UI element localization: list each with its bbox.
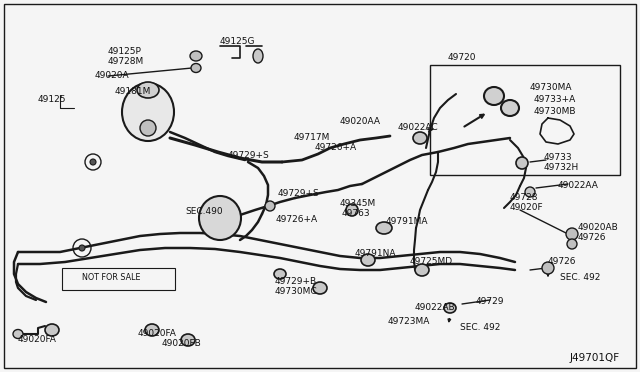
Text: 49345M: 49345M <box>340 199 376 208</box>
Ellipse shape <box>45 324 59 336</box>
Text: 49732H: 49732H <box>544 164 579 173</box>
Text: 49791NA: 49791NA <box>355 250 397 259</box>
Ellipse shape <box>122 83 174 141</box>
Text: 49726: 49726 <box>578 234 607 243</box>
Text: SEC.490: SEC.490 <box>185 208 223 217</box>
Ellipse shape <box>199 196 241 240</box>
Text: 49729: 49729 <box>476 298 504 307</box>
Ellipse shape <box>191 64 201 73</box>
Ellipse shape <box>265 201 275 211</box>
Ellipse shape <box>253 49 263 63</box>
Text: 49730MA: 49730MA <box>530 83 573 93</box>
Text: 49728M: 49728M <box>108 58 144 67</box>
Text: 49791MA: 49791MA <box>386 218 429 227</box>
Text: 49726+A: 49726+A <box>276 215 318 224</box>
Text: 49020F: 49020F <box>510 203 543 212</box>
Text: 49181M: 49181M <box>115 87 152 96</box>
Ellipse shape <box>145 324 159 336</box>
Ellipse shape <box>190 51 202 61</box>
Text: NOT FOR SALE: NOT FOR SALE <box>82 273 141 282</box>
Bar <box>62 268 175 290</box>
Text: 49020FA: 49020FA <box>138 330 177 339</box>
Ellipse shape <box>376 222 392 234</box>
Ellipse shape <box>444 303 456 313</box>
Text: 49022AA: 49022AA <box>558 180 599 189</box>
Ellipse shape <box>501 100 519 116</box>
Text: 49020FA: 49020FA <box>18 336 57 344</box>
Circle shape <box>79 245 85 251</box>
Text: 49729+B: 49729+B <box>275 278 317 286</box>
Text: 49020A: 49020A <box>95 71 130 80</box>
Text: 49125G: 49125G <box>220 38 255 46</box>
Text: 49728: 49728 <box>510 193 538 202</box>
Text: 49730MB: 49730MB <box>534 108 577 116</box>
Text: 49733+A: 49733+A <box>534 96 576 105</box>
Text: 49726: 49726 <box>548 257 577 266</box>
Bar <box>430 65 620 175</box>
Text: 49729+S: 49729+S <box>228 151 269 160</box>
Text: J49701QF: J49701QF <box>570 353 620 363</box>
Text: 49125: 49125 <box>38 96 67 105</box>
Text: 49730MC: 49730MC <box>275 288 317 296</box>
Circle shape <box>140 120 156 136</box>
Text: 49020AB: 49020AB <box>578 224 619 232</box>
Text: 49733: 49733 <box>544 154 573 163</box>
Ellipse shape <box>137 82 159 98</box>
Text: 49729+S: 49729+S <box>278 189 320 199</box>
Ellipse shape <box>525 187 535 197</box>
Text: 49717M: 49717M <box>294 134 330 142</box>
Text: 49125P: 49125P <box>108 48 142 57</box>
Text: 49720: 49720 <box>448 54 477 62</box>
Text: SEC. 492: SEC. 492 <box>460 324 500 333</box>
Ellipse shape <box>415 264 429 276</box>
Text: SEC. 492: SEC. 492 <box>560 273 600 282</box>
Circle shape <box>567 239 577 249</box>
Ellipse shape <box>346 204 358 216</box>
Circle shape <box>566 228 578 240</box>
Ellipse shape <box>484 87 504 105</box>
Text: 49020FB: 49020FB <box>162 340 202 349</box>
Text: 49022AB: 49022AB <box>415 304 456 312</box>
Text: 49723MA: 49723MA <box>388 317 430 327</box>
Text: 49726+A: 49726+A <box>315 144 357 153</box>
Text: 49022AC: 49022AC <box>398 124 438 132</box>
Ellipse shape <box>274 269 286 279</box>
Circle shape <box>542 262 554 274</box>
Ellipse shape <box>13 330 23 339</box>
Ellipse shape <box>413 132 427 144</box>
Ellipse shape <box>181 334 195 346</box>
Circle shape <box>90 159 96 165</box>
Ellipse shape <box>313 282 327 294</box>
Ellipse shape <box>361 254 375 266</box>
Text: 49020AA: 49020AA <box>340 118 381 126</box>
Text: 49725MD: 49725MD <box>410 257 453 266</box>
Ellipse shape <box>516 157 528 169</box>
Text: 49763: 49763 <box>342 209 371 218</box>
